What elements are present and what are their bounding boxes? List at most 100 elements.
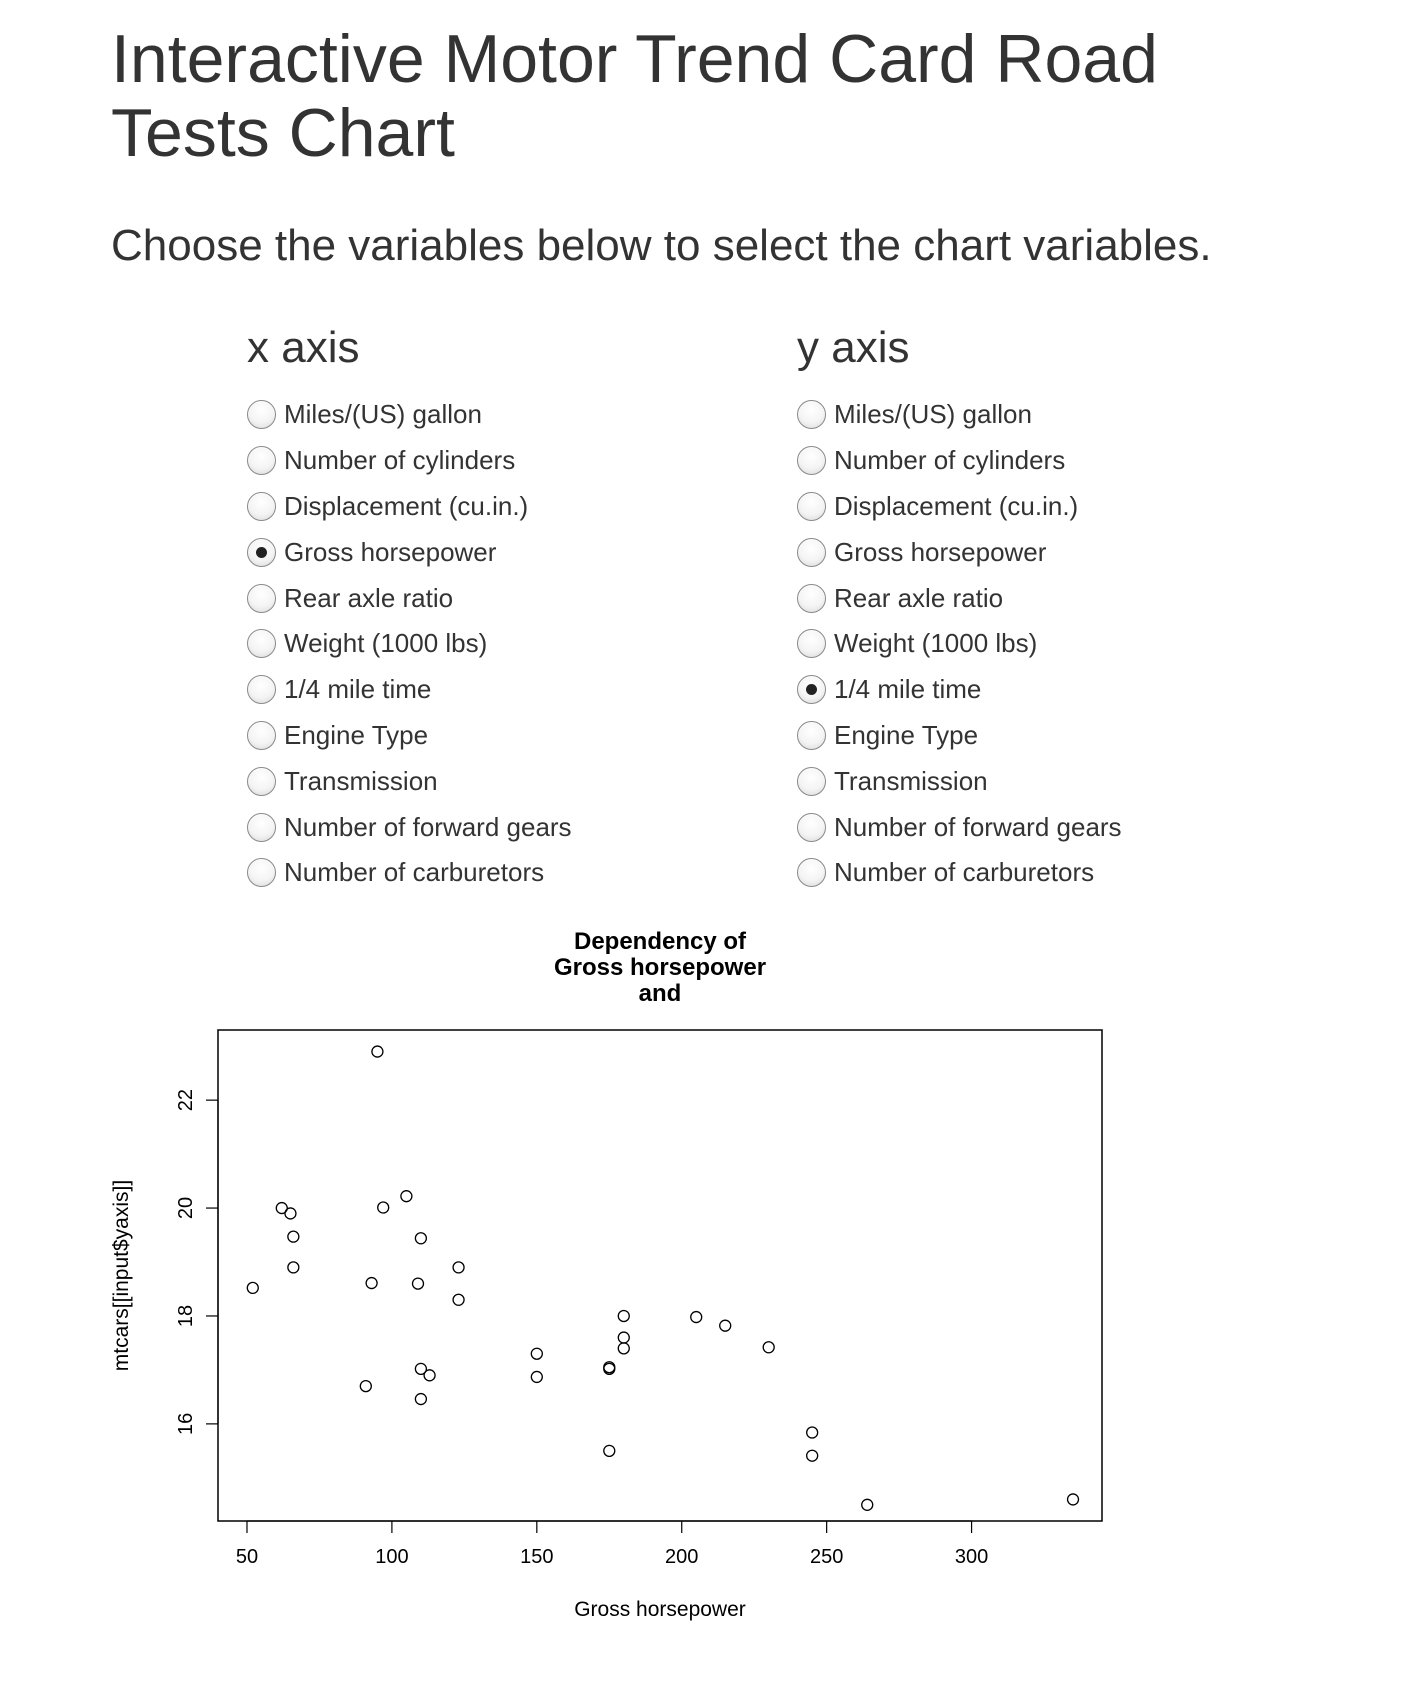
x-tick-label: 250: [810, 1546, 843, 1568]
x-axis-radio-group: Miles/(US) gallon Number of cylinders Disp…: [247, 392, 727, 896]
data-point: [371, 1045, 384, 1058]
y-axis-option-miles-us-gallon[interactable]: Miles/(US) gallon: [797, 392, 1277, 438]
x-tick-label: 200: [665, 1546, 698, 1568]
x-axis-radio-button[interactable]: [247, 583, 276, 613]
y-axis-radio-button[interactable]: [797, 400, 826, 430]
data-point: [806, 1449, 819, 1462]
y-axis-radio-button[interactable]: [797, 629, 826, 659]
data-point: [287, 1261, 300, 1274]
x-axis-option-transmission[interactable]: Transmission: [247, 758, 727, 804]
data-point: [806, 1426, 819, 1439]
x-axis-option-miles-us-gallon[interactable]: Miles/(US) gallon: [247, 392, 727, 438]
x-axis-radio-label: Transmission: [284, 765, 438, 796]
y-axis-radio-label: Gross horsepower: [834, 536, 1047, 567]
data-point: [400, 1190, 413, 1203]
chart-title-line: Gross horsepower: [554, 954, 766, 981]
y-axis: 16 18 20 22: [175, 1089, 219, 1435]
x-tick-label: 50: [236, 1546, 258, 1568]
y-axis-panel: y axis Miles/(US) gallon Number of cylind…: [797, 318, 1277, 896]
x-axis-option-1-4-mile-time[interactable]: 1/4 mile time: [247, 667, 727, 713]
x-axis: 50 100 150 200 250 300: [236, 1520, 988, 1568]
x-axis-radio-button[interactable]: [247, 446, 276, 476]
data-point: [617, 1342, 630, 1355]
y-axis-radio-button[interactable]: [797, 675, 826, 705]
x-axis-option-number-of-carburetors[interactable]: Number of carburetors: [247, 850, 727, 896]
x-axis-radio-button[interactable]: [247, 812, 276, 842]
x-axis-option-displacement-cu-in[interactable]: Displacement (cu.in.): [247, 484, 727, 530]
y-axis-radio-label: Number of carburetors: [834, 857, 1095, 888]
data-point: [1066, 1493, 1080, 1506]
x-axis-label: Gross horsepower: [574, 1598, 746, 1621]
y-axis-radio-button[interactable]: [797, 446, 826, 476]
y-axis-radio-button[interactable]: [797, 537, 826, 567]
x-tick-label: 150: [520, 1546, 553, 1568]
x-axis-radio-button[interactable]: [247, 537, 276, 567]
y-axis-option-rear-axle-ratio[interactable]: Rear axle ratio: [797, 575, 1277, 621]
y-axis-option-weight-1000-lbs[interactable]: Weight (1000 lbs): [797, 621, 1277, 667]
data-point: [275, 1201, 288, 1215]
y-axis-option-engine-type[interactable]: Engine Type: [797, 713, 1277, 759]
data-point: [411, 1277, 425, 1290]
x-axis-radio-label: Gross horsepower: [284, 536, 497, 567]
y-axis-radio-label: Miles/(US) gallon: [834, 399, 1032, 430]
x-axis-radio-button[interactable]: [247, 400, 276, 430]
chart-title-line: Dependency of: [574, 928, 747, 955]
y-axis-radio-label: Number of cylinders: [834, 445, 1066, 476]
y-axis-radio-label: Transmission: [834, 765, 988, 796]
y-tick-label: 22: [175, 1089, 197, 1111]
x-axis-radio-button[interactable]: [247, 491, 276, 521]
y-axis-radio-label: Rear axle ratio: [834, 582, 1004, 613]
x-axis-radio-button[interactable]: [247, 720, 276, 750]
x-axis-radio-label: 1/4 mile time: [284, 674, 432, 705]
y-axis-radio-label: Weight (1000 lbs): [834, 628, 1038, 659]
y-axis-radio-button[interactable]: [797, 812, 826, 842]
y-axis-option-number-of-carburetors[interactable]: Number of carburetors: [797, 850, 1277, 896]
y-axis-option-gross-horsepower[interactable]: Gross horsepower: [797, 529, 1277, 575]
y-axis-radio-button[interactable]: [797, 766, 826, 796]
y-tick-label: 16: [175, 1413, 197, 1435]
y-axis-radio-label: Engine Type: [834, 719, 979, 750]
x-axis-radio-button[interactable]: [247, 766, 276, 796]
x-axis-radio-label: Weight (1000 lbs): [284, 628, 488, 659]
x-axis-option-weight-1000-lbs[interactable]: Weight (1000 lbs): [247, 621, 727, 667]
y-axis-radio-button[interactable]: [797, 491, 826, 521]
data-point: [287, 1230, 300, 1243]
y-axis-radio-button[interactable]: [797, 583, 826, 613]
y-axis-radio-button[interactable]: [797, 858, 826, 888]
y-axis-radio-label: Number of forward gears: [834, 811, 1122, 842]
page-title: Interactive Motor Trend Card Road Tests …: [111, 21, 1158, 171]
data-point: [530, 1347, 543, 1360]
y-axis-radio-group: Miles/(US) gallon Number of cylinders Disp…: [797, 392, 1277, 896]
y-axis-label: mtcars[[input$yaxis]]: [110, 1180, 133, 1371]
x-axis-radio-label: Number of carburetors: [284, 857, 545, 888]
x-axis-radio-label: Rear axle ratio: [284, 582, 454, 613]
y-axis-radio-button[interactable]: [797, 720, 826, 750]
y-axis-option-number-of-forward-gears[interactable]: Number of forward gears: [797, 804, 1277, 850]
x-axis-radio-button[interactable]: [247, 629, 276, 659]
data-point: [414, 1362, 428, 1375]
x-axis-radio-label: Number of forward gears: [284, 811, 572, 842]
x-axis-option-number-of-cylinders[interactable]: Number of cylinders: [247, 438, 727, 484]
x-axis-radio-button[interactable]: [247, 858, 276, 888]
y-axis-option-displacement-cu-in[interactable]: Displacement (cu.in.): [797, 484, 1277, 530]
data-point: [414, 1392, 428, 1406]
data-point: [530, 1370, 543, 1384]
y-axis-option-transmission[interactable]: Transmission: [797, 758, 1277, 804]
x-axis-option-rear-axle-ratio[interactable]: Rear axle ratio: [247, 575, 727, 621]
x-axis-option-number-of-forward-gears[interactable]: Number of forward gears: [247, 804, 727, 850]
page-subtitle: Choose the variables below to select the…: [111, 221, 1212, 270]
data-point: [762, 1341, 775, 1354]
data-point: [246, 1281, 259, 1295]
y-axis-option-1-4-mile-time[interactable]: 1/4 mile time: [797, 667, 1277, 713]
x-axis-radio-label: Displacement (cu.in.): [284, 490, 529, 521]
x-axis-option-gross-horsepower[interactable]: Gross horsepower: [247, 529, 727, 575]
x-axis-radio-button[interactable]: [247, 675, 276, 705]
x-axis-panel: x axis Miles/(US) gallon Number of cylind…: [247, 318, 727, 896]
y-axis-option-number-of-cylinders[interactable]: Number of cylinders: [797, 438, 1277, 484]
x-axis-option-engine-type[interactable]: Engine Type: [247, 713, 727, 759]
y-tick-label: 18: [175, 1305, 197, 1327]
x-axis-heading: x axis: [247, 323, 360, 372]
x-axis-radio-label: Number of cylinders: [284, 445, 516, 476]
data-point: [359, 1379, 372, 1393]
